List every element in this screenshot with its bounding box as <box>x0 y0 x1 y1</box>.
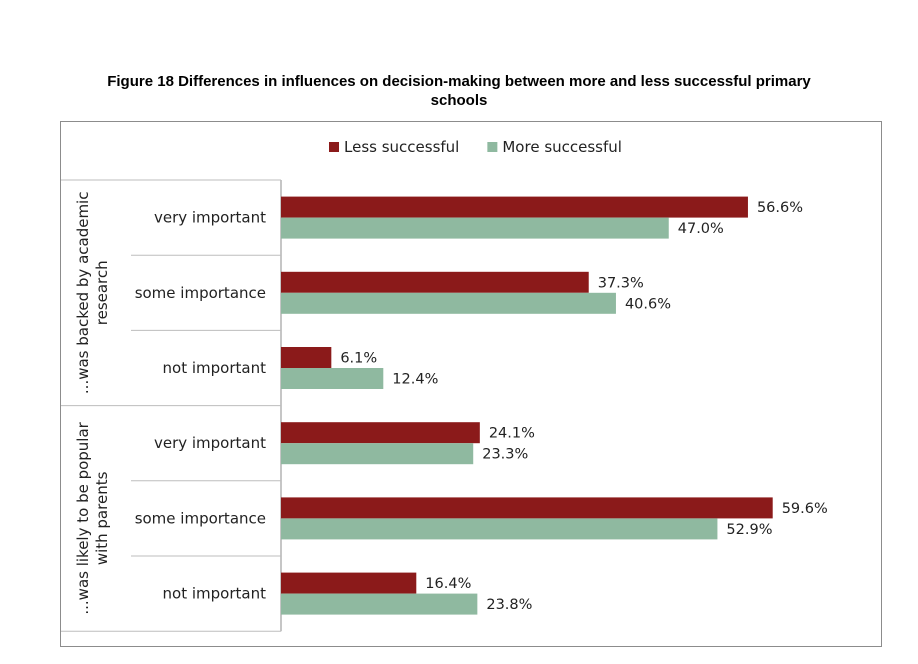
data-label: 23.8% <box>486 597 532 613</box>
bar-more-successful <box>281 518 718 540</box>
data-label: 47.0% <box>678 221 724 237</box>
category-label: very important <box>154 209 266 227</box>
bar-more-successful <box>281 593 478 615</box>
data-label: 12.4% <box>392 372 438 388</box>
data-label: 40.6% <box>625 296 671 312</box>
bar-less-successful <box>281 271 589 293</box>
bar-more-successful <box>281 443 474 465</box>
bar-more-successful <box>281 217 669 239</box>
bar-less-successful <box>281 422 480 444</box>
data-label: 16.4% <box>425 576 471 592</box>
bar-less-successful <box>281 497 773 519</box>
category-label: very important <box>154 434 266 452</box>
figure-title: Figure 18 Differences in influences on d… <box>40 72 878 110</box>
category-label: not important <box>163 359 267 377</box>
bar-less-successful <box>281 347 332 368</box>
legend-swatch-2 <box>487 142 498 152</box>
figure-title-line-1: Figure 18 Differences in influences on d… <box>107 73 811 90</box>
category-label: not important <box>163 585 267 603</box>
data-label: 24.1% <box>489 426 535 442</box>
legend-label-2: More successful <box>502 138 622 156</box>
group-label-2-line-1: ...was likely to be popular <box>74 421 92 614</box>
group-label-1-line-2: research <box>93 260 111 325</box>
bar-more-successful <box>281 292 616 314</box>
figure-title-line-2: schools <box>430 92 488 109</box>
data-label: 52.9% <box>726 522 772 538</box>
data-label: 23.3% <box>482 447 528 463</box>
bar-more-successful <box>281 368 384 389</box>
bar-chart: Less successful More successful ...was bac… <box>61 138 828 632</box>
legend-swatch-1 <box>329 142 339 152</box>
chart-frame: Less successful More successful ...was bac… <box>60 121 882 647</box>
data-label: 59.6% <box>782 501 828 517</box>
data-label: 56.6% <box>757 200 803 216</box>
legend-label-1: Less successful <box>344 138 459 156</box>
group-label-1-line-1: ...was backed by academic <box>74 192 92 395</box>
data-label: 37.3% <box>598 275 644 291</box>
bar-less-successful <box>281 572 417 594</box>
category-label: some importance <box>135 284 266 302</box>
category-label: some importance <box>135 509 266 527</box>
data-label: 6.1% <box>340 351 377 367</box>
group-label-2-line-2: with parents <box>93 471 111 565</box>
bar-less-successful <box>281 196 748 218</box>
